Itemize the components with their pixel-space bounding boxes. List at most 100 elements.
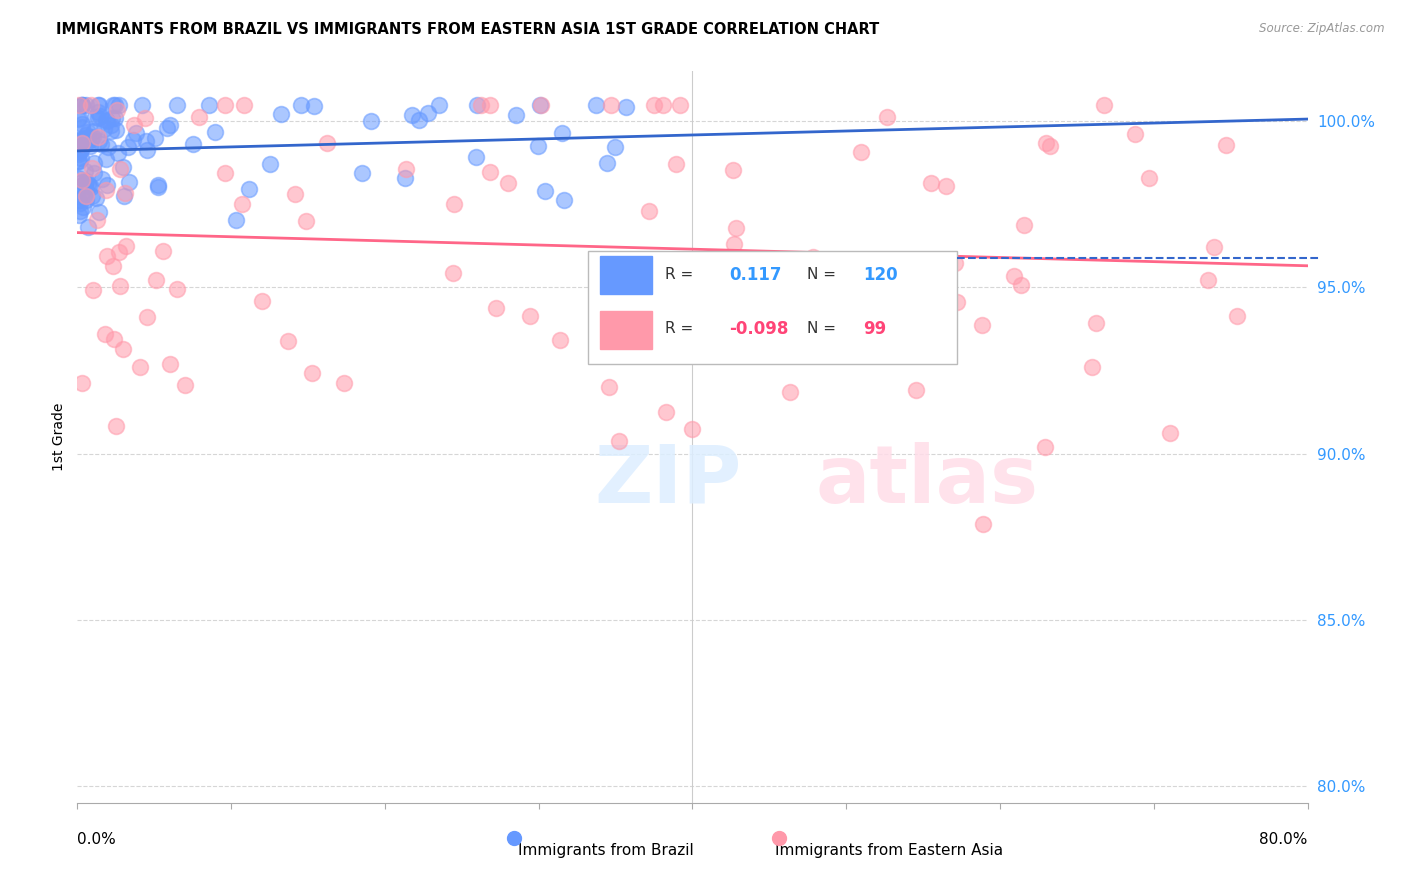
- Point: [82, 284, 104, 298]
- Text: 0.0%: 0.0%: [77, 832, 117, 847]
- Point: [105, 123, 128, 137]
- Point: [100, 118, 122, 132]
- Point: [118, 175, 141, 189]
- Point: [73, 176, 96, 190]
- Point: [135, 134, 157, 148]
- Point: [104, 112, 127, 126]
- Point: [643, 97, 665, 112]
- Point: [232, 97, 254, 112]
- Point: [135, 143, 157, 157]
- Text: Immigrants from Brazil: Immigrants from Brazil: [519, 843, 695, 858]
- Point: [75, 183, 97, 197]
- Point: [67, 154, 90, 169]
- Point: [972, 517, 994, 532]
- Point: [87, 97, 110, 112]
- Point: [352, 166, 374, 180]
- Point: [79, 139, 101, 153]
- Point: [111, 342, 134, 356]
- Point: [505, 108, 527, 122]
- Point: [75, 193, 97, 207]
- FancyBboxPatch shape: [588, 251, 957, 364]
- Point: [72, 200, 94, 214]
- Point: [114, 186, 136, 201]
- Point: [76, 129, 98, 144]
- Point: [1014, 218, 1036, 232]
- Point: [87, 97, 110, 112]
- Point: [69, 196, 91, 211]
- Point: [1033, 440, 1056, 454]
- Point: [553, 193, 575, 207]
- Point: [724, 221, 747, 235]
- Point: [779, 384, 801, 399]
- Point: [80, 131, 103, 145]
- Point: [174, 378, 197, 392]
- Point: [69, 134, 91, 148]
- Point: [465, 97, 488, 112]
- Point: [77, 178, 100, 193]
- Point: [136, 310, 159, 324]
- Point: [277, 334, 299, 348]
- Point: [80, 189, 103, 203]
- Point: [93, 122, 115, 136]
- Point: [441, 266, 464, 280]
- Point: [70, 131, 93, 145]
- Point: [1010, 278, 1032, 293]
- Point: [66, 112, 89, 127]
- Point: [75, 163, 97, 178]
- Point: [1226, 309, 1249, 323]
- Text: Immigrants from Eastern Asia: Immigrants from Eastern Asia: [775, 843, 1004, 858]
- Point: [849, 145, 872, 160]
- Point: [529, 97, 551, 112]
- Point: [896, 297, 918, 311]
- Point: [637, 204, 659, 219]
- Point: [250, 293, 273, 308]
- Point: [67, 193, 90, 207]
- Text: Source: ZipAtlas.com: Source: ZipAtlas.com: [1260, 22, 1385, 36]
- Point: [479, 97, 502, 112]
- Point: [80, 97, 103, 112]
- Point: [551, 127, 574, 141]
- Point: [920, 176, 942, 190]
- Point: [650, 281, 672, 295]
- Point: [115, 239, 138, 253]
- Point: [96, 249, 118, 263]
- Point: [613, 277, 636, 292]
- Point: [295, 214, 318, 228]
- Point: [67, 194, 90, 208]
- Point: [146, 178, 169, 192]
- Point: [94, 326, 117, 341]
- Point: [89, 205, 111, 219]
- Point: [1002, 268, 1025, 283]
- Point: [107, 145, 129, 160]
- Point: [108, 162, 131, 177]
- Point: [87, 129, 110, 144]
- Point: [108, 278, 131, 293]
- Point: [83, 124, 105, 138]
- Point: [94, 183, 117, 197]
- Point: [105, 103, 128, 117]
- Point: [550, 334, 572, 348]
- Point: [166, 282, 188, 296]
- Point: [270, 107, 292, 121]
- Point: [1159, 425, 1181, 440]
- Point: [188, 110, 211, 124]
- Point: [166, 97, 188, 112]
- Point: [94, 112, 117, 127]
- Point: [82, 161, 104, 175]
- Point: [117, 140, 139, 154]
- Point: [100, 112, 122, 126]
- Point: [87, 104, 110, 119]
- Point: [146, 180, 169, 194]
- Point: [529, 97, 551, 112]
- Point: [87, 134, 110, 148]
- Point: [70, 376, 93, 391]
- Point: [416, 106, 439, 120]
- Point: [681, 422, 703, 436]
- Text: 120: 120: [863, 266, 898, 284]
- Point: [131, 97, 153, 112]
- Point: [1085, 316, 1108, 330]
- Point: [534, 185, 557, 199]
- Point: [238, 181, 260, 195]
- Point: [69, 143, 91, 157]
- Point: [316, 136, 339, 151]
